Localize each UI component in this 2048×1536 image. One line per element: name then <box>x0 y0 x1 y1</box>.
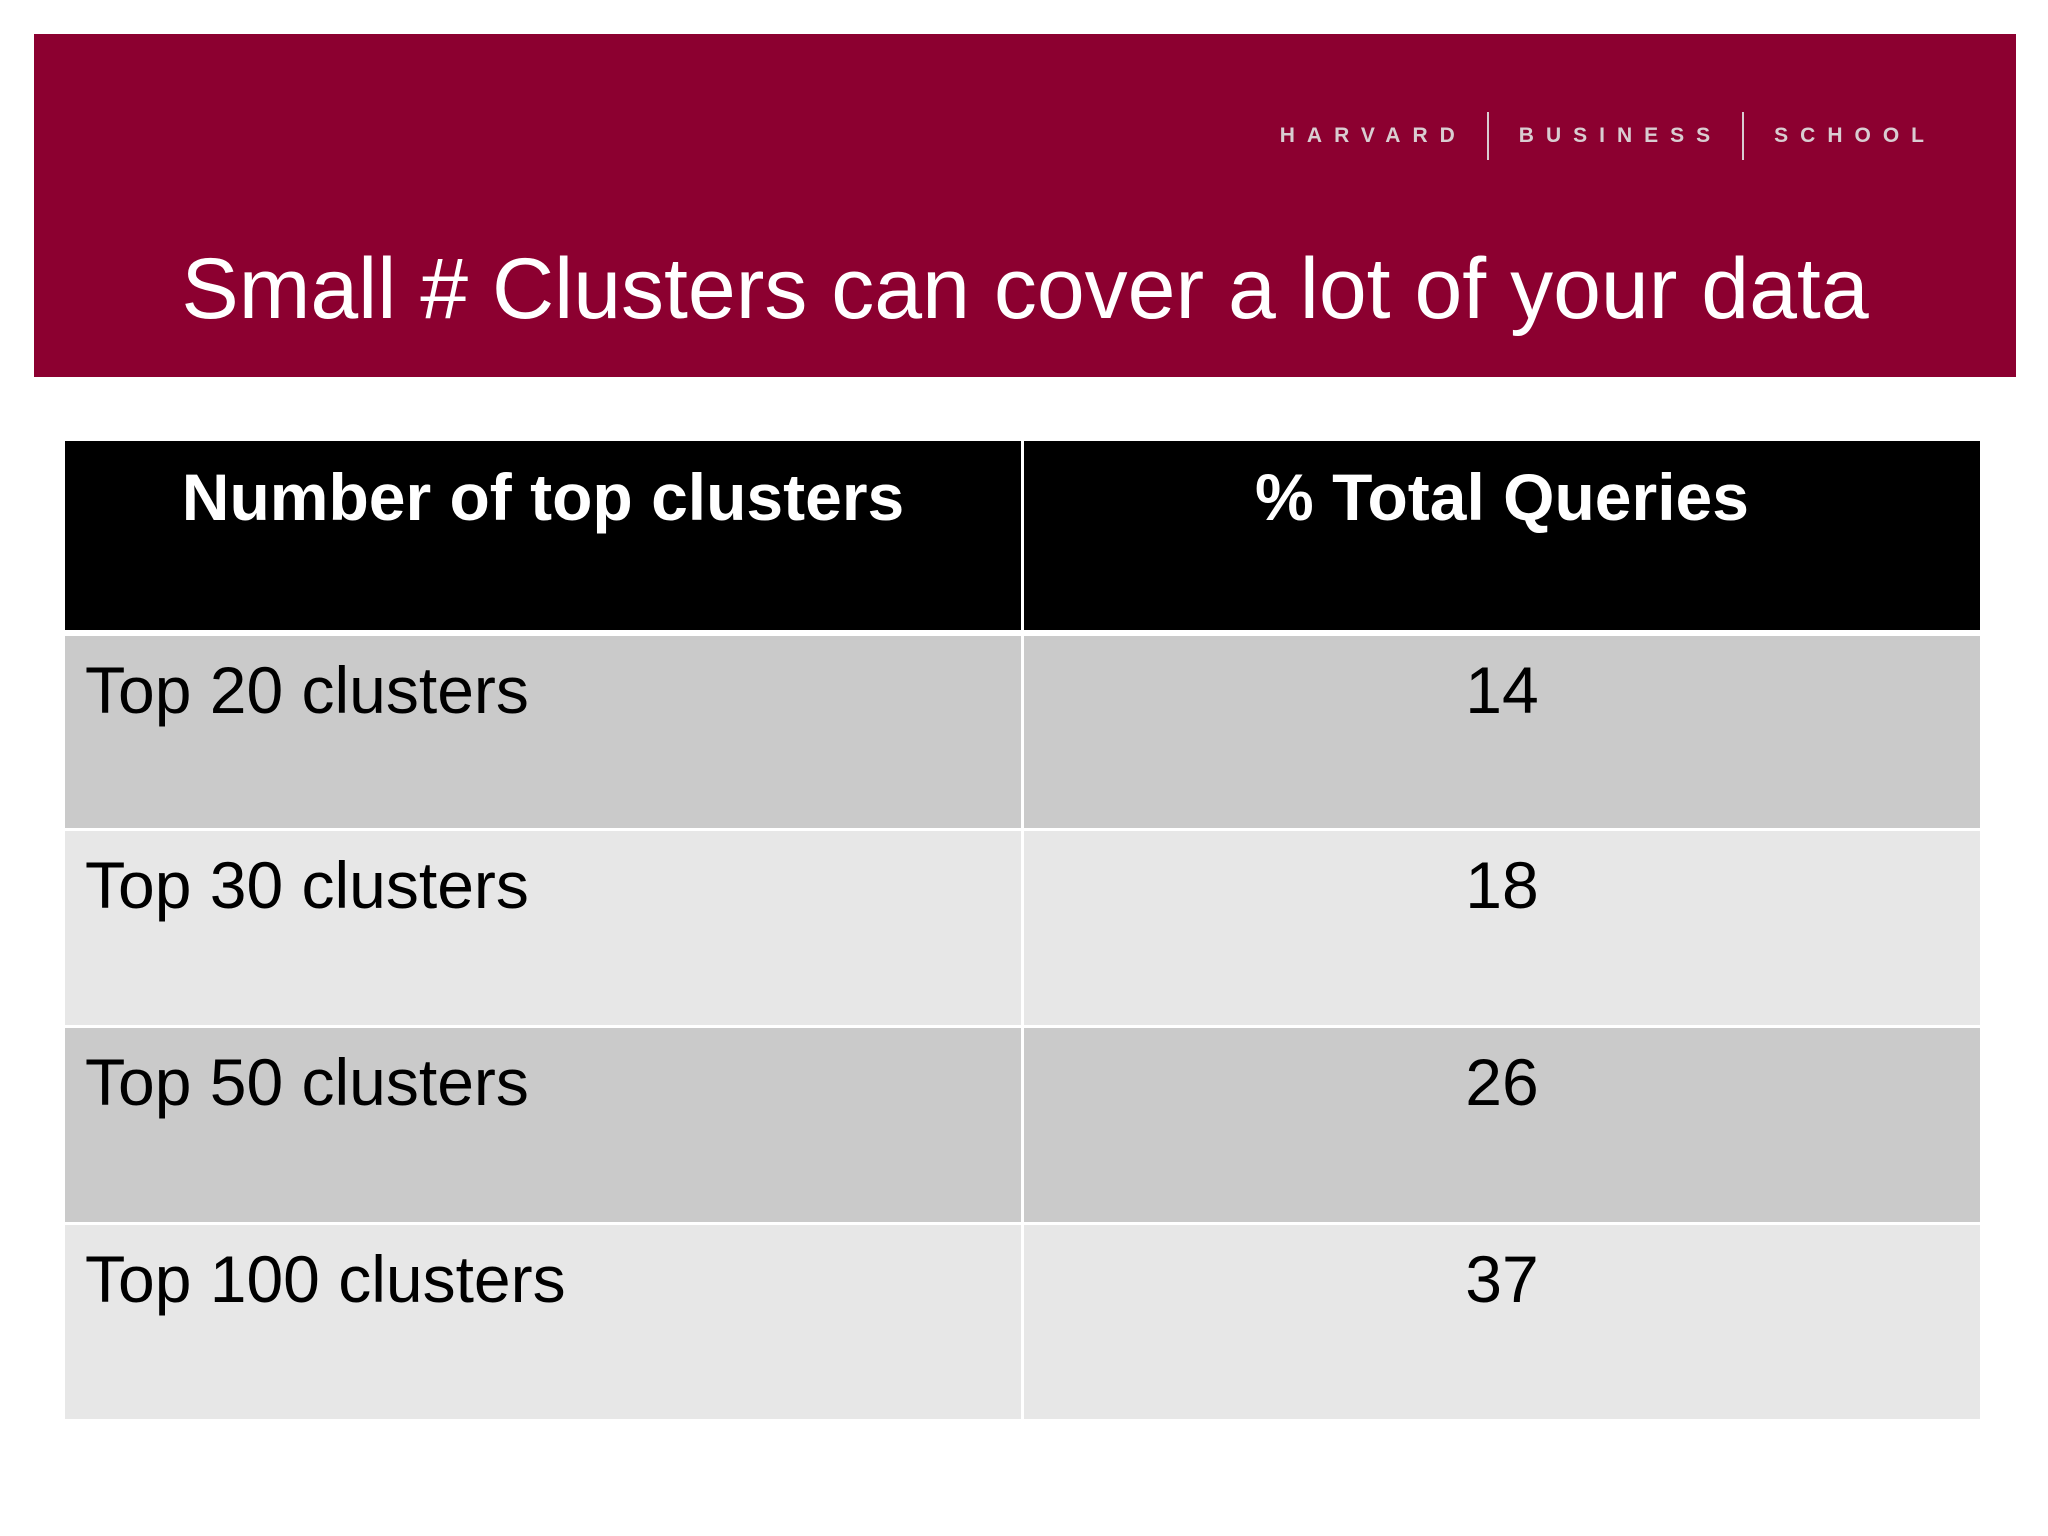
logo-divider <box>1742 112 1745 160</box>
row-label: Top 100 clusters <box>62 1222 1024 1422</box>
row-label: Top 50 clusters <box>62 1025 1024 1225</box>
row-value: 18 <box>1021 828 1983 1028</box>
column-header-clusters: Number of top clusters <box>62 438 1024 636</box>
logo-divider <box>1486 112 1489 160</box>
table-row: Top 20 clusters 14 <box>62 631 1983 831</box>
row-value: 26 <box>1021 1025 1983 1225</box>
logo-word-school: SCHOOL <box>1774 124 1936 147</box>
harvard-business-school-logo: HARVARD BUSINESS SCHOOL <box>1280 112 1946 160</box>
logo-word-business: BUSINESS <box>1518 124 1723 147</box>
slide-title: Small # Clusters can cover a lot of your… <box>181 241 1869 337</box>
clusters-table: Number of top clusters % Total Queries T… <box>62 438 1983 1422</box>
logo-word-harvard: HARVARD <box>1279 124 1467 147</box>
row-value: 14 <box>1021 631 1983 831</box>
row-label: Top 20 clusters <box>62 631 1024 831</box>
table-row: Top 100 clusters 37 <box>62 1222 1983 1422</box>
table-header-row: Number of top clusters % Total Queries <box>62 438 1983 636</box>
row-value: 37 <box>1021 1222 1983 1422</box>
title-banner: HARVARD BUSINESS SCHOOL Small # Clusters… <box>34 34 2016 377</box>
column-header-queries: % Total Queries <box>1021 438 1983 636</box>
table-row: Top 30 clusters 18 <box>62 828 1983 1028</box>
table-row: Top 50 clusters 26 <box>62 1025 1983 1225</box>
row-label: Top 30 clusters <box>62 828 1024 1028</box>
